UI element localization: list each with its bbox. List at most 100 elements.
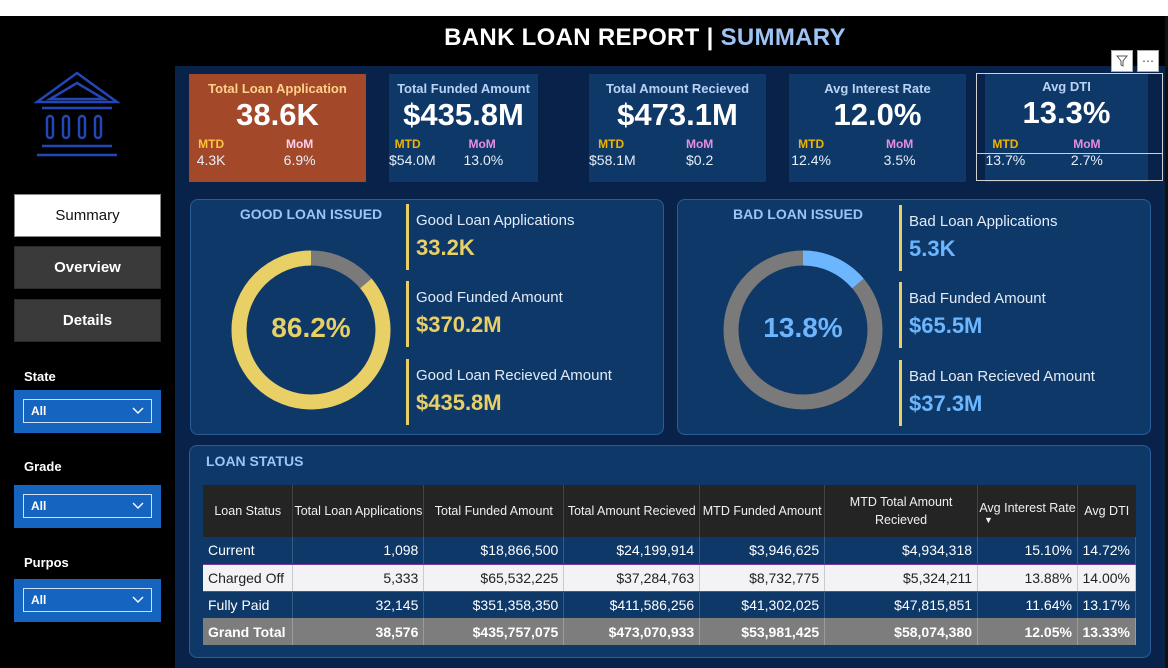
table-cell: $473,070,933 — [563, 618, 701, 645]
filter-icon[interactable] — [1111, 50, 1133, 72]
metric-value: $65.5M — [909, 313, 983, 338]
kpi-mom-label: MoM — [468, 137, 496, 151]
table-cell: 13.33% — [1077, 618, 1137, 645]
bad-loan-donut-chart[interactable] — [721, 248, 885, 412]
purpose-slicer-label: Purpos — [24, 555, 69, 570]
column-header[interactable]: MTD Total Amount Recieved — [824, 485, 979, 537]
purpose-dropdown-value: All — [31, 593, 47, 607]
table-cell: $3,946,625 — [699, 537, 826, 564]
good-loan-donut-chart[interactable] — [229, 248, 393, 412]
kpi-value: $473.1M — [617, 97, 738, 132]
table-cell: $5,324,211 — [824, 563, 979, 592]
kpi-mtd-value: 13.7% — [985, 152, 1026, 168]
metric-title: Bad Loan Recieved Amount — [909, 368, 1095, 385]
nav-details-button[interactable]: Details — [14, 299, 161, 342]
good-loan-title: GOOD LOAN ISSUED — [239, 206, 383, 222]
good-loan-donut-arc — [231, 250, 391, 410]
table-cell: 15.10% — [977, 537, 1078, 564]
metric-title: Bad Funded Amount — [909, 290, 1046, 307]
column-header[interactable]: Total Funded Amount — [423, 485, 565, 537]
kpi-title: Avg Interest Rate — [824, 81, 931, 96]
table-cell: 14.72% — [1077, 537, 1137, 564]
bad-loan-recieved-amount-card: Bad Loan Recieved Amount $37.3M — [899, 360, 1149, 426]
kpi-mom-label: MoM — [285, 137, 314, 151]
column-header[interactable]: MTD Funded Amount — [699, 485, 826, 537]
bad-funded-amount-card: Bad Funded Amount $65.5M — [899, 282, 1149, 348]
column-header[interactable]: Avg DTI — [1077, 485, 1136, 537]
table-row[interactable]: Charged Off 5,333 $65,532,225 $37,284,76… — [203, 563, 1137, 592]
table-cell: Fully Paid — [203, 591, 294, 618]
table-row[interactable]: Current 1,098 $18,866,500 $24,199,914 $3… — [203, 537, 1137, 564]
kpi-mom-label: MoM — [685, 137, 714, 151]
table-cell: $47,815,851 — [824, 591, 979, 618]
metric-title: Good Loan Recieved Amount — [416, 367, 612, 384]
kpi-mom-value: 13.0% — [463, 152, 504, 168]
kpi-mtd-label: MTD — [198, 137, 225, 151]
kpi-value: 38.6K — [236, 97, 319, 132]
kpi-mom-value: 6.9% — [283, 152, 316, 168]
kpi-title: Total Funded Amount — [397, 81, 530, 96]
window-top-strip — [0, 0, 1168, 16]
grade-dropdown-value: All — [31, 499, 47, 513]
visual-selection-outline — [976, 73, 1163, 181]
bad-loan-title: BAD LOAN ISSUED — [733, 206, 863, 222]
kpi-mtd-value: 12.4% — [791, 152, 831, 168]
grade-dropdown[interactable]: All — [23, 494, 152, 518]
table-cell: 14.00% — [1077, 563, 1137, 592]
metric-value: $37.3M — [909, 391, 983, 416]
column-header-label: Avg Interest Rate — [979, 501, 1076, 515]
visual-selection-divider — [976, 153, 1163, 154]
kpi-mtd-value: $58.1M — [589, 152, 636, 168]
table-cell: $435,757,075 — [423, 618, 565, 645]
chevron-down-icon — [132, 407, 144, 414]
report-title-accent: SUMMARY — [720, 24, 846, 51]
table-cell: 12.05% — [977, 618, 1078, 645]
table-total-row: Grand Total 38,576 $435,757,075 $473,070… — [203, 618, 1137, 645]
table-cell: $37,284,763 — [563, 563, 701, 592]
bad-loan-donut-arc — [723, 250, 883, 410]
table-cell: 1,098 — [292, 537, 425, 564]
kpi-total-funded-amount[interactable]: Total Funded Amount $435.8M MTD $54.0M Mo… — [389, 74, 538, 182]
loan-status-panel: LOAN STATUS Loan Status Total Loan Appli… — [189, 445, 1151, 658]
kpi-mom-value: $0.2 — [686, 152, 714, 168]
kpi-value: 12.0% — [833, 97, 922, 132]
window-right-edge — [1165, 16, 1168, 668]
metric-title: Bad Loan Applications — [909, 213, 1058, 230]
state-dropdown-value: All — [31, 404, 47, 418]
bad-loan-panel: BAD LOAN ISSUED 13.8% Bad Loan Applicati… — [677, 199, 1151, 435]
kpi-total-amount-recieved[interactable]: Total Amount Recieved $473.1M MTD $58.1M … — [589, 74, 766, 182]
nav-summary-button[interactable]: Summary — [14, 194, 161, 237]
report-title: BANK LOAN REPORT | SUMMARY — [0, 24, 1168, 52]
kpi-mtd-value: $54.0M — [389, 152, 436, 168]
more-options-icon[interactable]: ⋯ — [1137, 50, 1159, 72]
good-loan-panel: GOOD LOAN ISSUED 86.2% Good Loan Applica… — [190, 199, 664, 435]
kpi-value: 13.3% — [1022, 95, 1111, 130]
visual-header-icons: ⋯ — [1111, 50, 1159, 72]
table-cell: 38,576 — [292, 618, 425, 645]
kpi-mtd-label: MTD — [598, 137, 625, 151]
table-cell: $41,302,025 — [699, 591, 826, 618]
report-title-main: BANK LOAN REPORT | — [444, 24, 721, 51]
column-header[interactable]: Total Loan Applications — [292, 485, 425, 537]
metric-title: Good Funded Amount — [416, 289, 563, 306]
nav-overview-button[interactable]: Overview — [14, 246, 161, 289]
metric-title: Good Loan Applications — [416, 212, 575, 229]
kpi-total-loan-application[interactable]: Total Loan Application 38.6K MTD 4.3K MoM… — [189, 74, 366, 182]
kpi-mom-value: 3.5% — [883, 152, 916, 168]
kpi-title: Total Amount Recieved — [605, 81, 750, 96]
column-header-sorted[interactable]: Avg Interest Rate ▼ — [977, 485, 1078, 537]
purpose-dropdown[interactable]: All — [23, 588, 152, 612]
kpi-avg-dti[interactable]: Avg DTI 13.3% MTD 13.7% MoM 2.7% — [985, 74, 1148, 182]
kpi-mtd-label: MTD — [394, 137, 421, 151]
column-header[interactable]: Total Amount Recieved — [563, 485, 701, 537]
table-cell: $18,866,500 — [423, 537, 565, 564]
kpi-mtd-label: MTD — [992, 137, 1019, 151]
kpi-avg-interest-rate[interactable]: Avg Interest Rate 12.0% MTD 12.4% MoM 3.5% — [789, 74, 966, 182]
table-cell: $411,586,256 — [563, 591, 701, 618]
table-row[interactable]: Fully Paid 32,145 $351,358,350 $411,586,… — [203, 591, 1137, 618]
metric-value: 33.2K — [416, 235, 475, 260]
column-header[interactable]: Loan Status — [203, 485, 294, 537]
state-dropdown[interactable]: All — [23, 399, 152, 423]
state-slicer-label: State — [24, 369, 56, 384]
kpi-title: Avg DTI — [1042, 79, 1091, 94]
